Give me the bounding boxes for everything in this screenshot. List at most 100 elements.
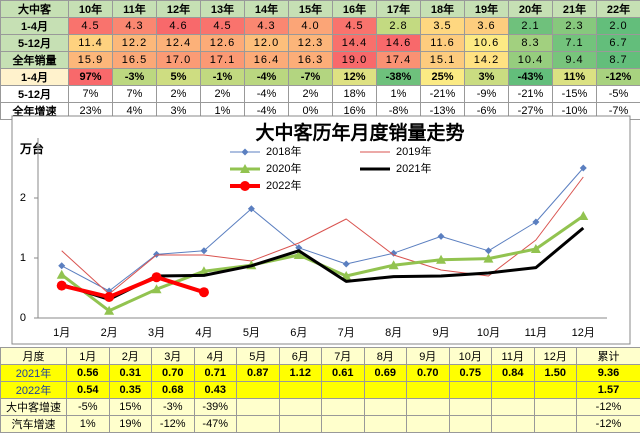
marker	[152, 272, 162, 282]
header-cell: 3月	[152, 348, 195, 365]
table-cell: 14.4	[333, 35, 377, 52]
table-cell: 3.6	[465, 18, 509, 35]
header-cell: 21年	[553, 1, 597, 18]
table-cell	[237, 416, 280, 433]
table-cell: -38%	[377, 69, 421, 86]
table-cell: 1.50	[534, 365, 577, 382]
table-cell: -15%	[553, 86, 597, 103]
table-cell	[534, 382, 577, 399]
table-cell: 8.7	[597, 52, 640, 69]
table-cell: -5%	[67, 399, 110, 416]
table-cell: 11.6	[421, 35, 465, 52]
legend-label: 2021年	[396, 161, 431, 175]
table-cell: 12.6	[201, 35, 245, 52]
x-tick-label: 2月	[101, 327, 118, 339]
header-cell: 19年	[465, 1, 509, 18]
table-cell: 16.5	[113, 52, 157, 69]
row-label: 2021年	[1, 365, 67, 382]
legend-label: 2020年	[266, 161, 301, 175]
table-cell: 3%	[465, 69, 509, 86]
x-tick-label: 6月	[290, 327, 307, 339]
table-cell: 4.6	[157, 18, 201, 35]
table-cell: -21%	[421, 86, 465, 103]
x-tick-label: 11月	[525, 327, 547, 339]
chart-title: 大中客历年月度销量走势	[255, 121, 464, 144]
header-cell: 7月	[322, 348, 365, 365]
x-tick-label: 8月	[385, 327, 402, 339]
table-cell: 0.43	[194, 382, 237, 399]
table-cell: 2%	[201, 86, 245, 103]
table-cell: 11%	[553, 69, 597, 86]
header-cell: 10月	[449, 348, 492, 365]
table-cell: 19%	[109, 416, 152, 433]
table-cell: 10.6	[465, 35, 509, 52]
table-cell: 97%	[69, 69, 113, 86]
table-cell: -3%	[152, 399, 195, 416]
header-cell: 1月	[67, 348, 110, 365]
table-cell: 17.1	[201, 52, 245, 69]
table-cell: -12%	[577, 416, 640, 433]
table-cell	[322, 399, 365, 416]
row-label: 汽车增速	[1, 416, 67, 433]
table-cell: -4%	[245, 69, 289, 86]
table-cell: -9%	[465, 86, 509, 103]
header-cell: 15年	[289, 1, 333, 18]
table-cell	[322, 416, 365, 433]
table-cell: 17.0	[157, 52, 201, 69]
header-cell: 5月	[237, 348, 280, 365]
x-tick-label: 5月	[243, 327, 260, 339]
table-cell: 11.4	[69, 35, 113, 52]
table-cell: 9.36	[577, 365, 640, 382]
header-cell: 4月	[194, 348, 237, 365]
table-cell: 9.4	[553, 52, 597, 69]
table-cell	[492, 416, 535, 433]
table-cell: -39%	[194, 399, 237, 416]
y-tick-label: 1	[20, 252, 26, 264]
x-tick-label: 4月	[195, 327, 212, 339]
table-cell: 7%	[113, 86, 157, 103]
table-cell: 0.68	[152, 382, 195, 399]
header-cell: 大中客	[1, 1, 69, 18]
legend-label: 2022年	[266, 178, 301, 192]
table-cell: 7%	[69, 86, 113, 103]
table-cell: 4.0	[289, 18, 333, 35]
table-cell: -7%	[289, 69, 333, 86]
header-cell: 14年	[245, 1, 289, 18]
marker	[199, 287, 209, 297]
table-cell: 4.5	[69, 18, 113, 35]
marker	[57, 281, 67, 291]
table-cell	[534, 399, 577, 416]
table-cell: 2.3	[553, 18, 597, 35]
table-cell: 10.4	[509, 52, 553, 69]
marker	[240, 181, 250, 191]
row-label: 1-4月	[1, 18, 69, 35]
header-cell: 11年	[113, 1, 157, 18]
table-cell: 14.2	[465, 52, 509, 69]
table-cell: -21%	[509, 86, 553, 103]
table-cell: 0.70	[407, 365, 450, 382]
table-cell: 0.35	[109, 382, 152, 399]
table-cell	[237, 382, 280, 399]
table-cell	[534, 416, 577, 433]
table-cell	[407, 416, 450, 433]
table-cell	[279, 382, 322, 399]
table-cell: 15%	[109, 399, 152, 416]
table-cell: 1.12	[279, 365, 322, 382]
header-cell: 累计	[577, 348, 640, 365]
table-cell: 12.3	[289, 35, 333, 52]
table-cell	[407, 382, 450, 399]
x-tick-label: 1月	[53, 327, 70, 339]
table-row: 大中客增速-5%15%-3%-39%-12%	[1, 399, 640, 416]
header-cell: 6月	[279, 348, 322, 365]
table-cell: -12%	[577, 399, 640, 416]
header-cell: 12年	[157, 1, 201, 18]
table-cell: 12.0	[245, 35, 289, 52]
table-cell: 15.1	[421, 52, 465, 69]
table-cell: 0.54	[67, 382, 110, 399]
